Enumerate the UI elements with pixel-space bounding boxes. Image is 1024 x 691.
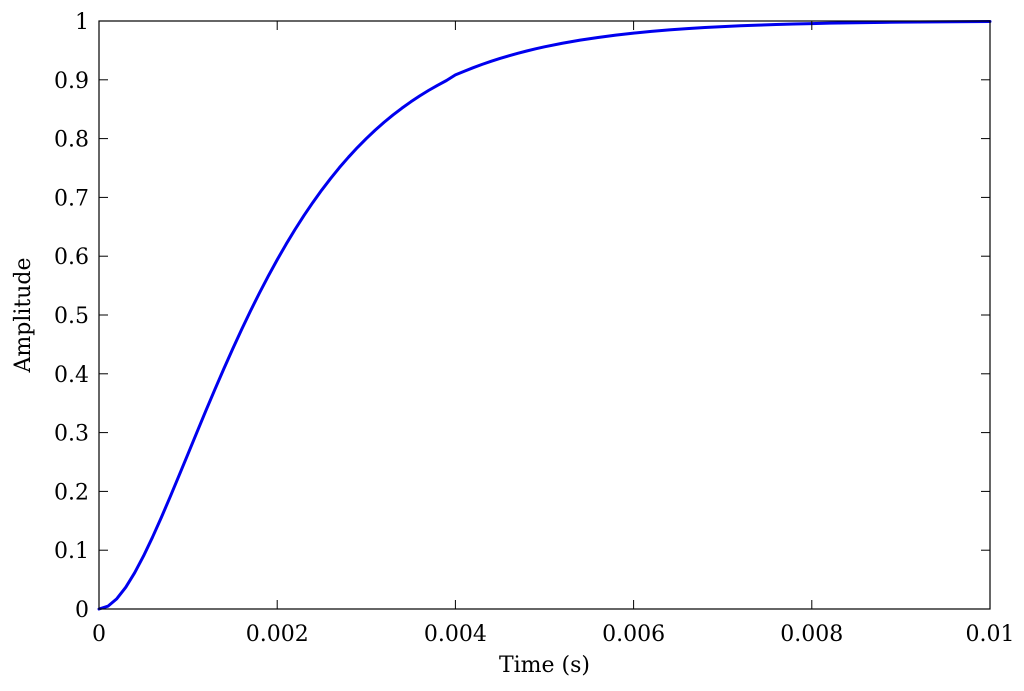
x-tick-label: 0.002 [246,622,309,647]
y-tick-label: 0.3 [54,422,89,447]
plot-area [97,20,992,611]
x-axis-label: Time (s) [499,653,590,678]
y-tick-label: 0.5 [54,304,89,329]
x-tick-label: 0.004 [424,622,487,647]
plot-frame [98,20,991,610]
y-tick-label: 0.6 [54,245,89,270]
y-axis-label: Amplitude [11,257,36,373]
y-tick-label: 0.2 [54,480,89,505]
y-tick-label: 0.9 [54,69,89,94]
series-line-0 [97,20,992,611]
x-tick-label: 0 [92,622,106,647]
y-tick-label: 0.8 [54,128,89,153]
y-tick-label: 0.1 [54,539,89,564]
y-tick-label: 0 [75,598,89,623]
tick-labels: 0 0.002 0.004 0.006 0.008 0.01 0 0.1 0.2 0.3 0.4 0.… [54,10,1014,647]
x-tick-label: 0.006 [602,622,665,647]
y-tick-label: 1 [75,10,89,35]
x-tick-label: 0.008 [780,622,843,647]
y-tick-label: 0.7 [54,186,89,211]
y-tick-label: 0.4 [54,363,89,388]
x-tick-label: 0.01 [966,622,1015,647]
